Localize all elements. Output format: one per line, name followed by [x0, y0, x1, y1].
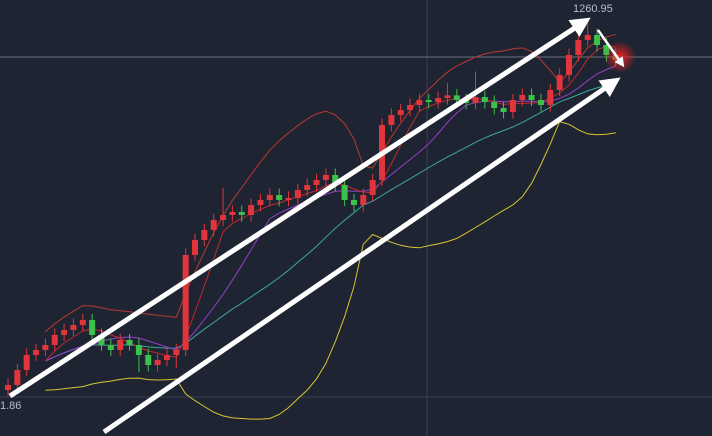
- candle-body: [135, 345, 142, 355]
- candle-body: [42, 345, 49, 350]
- candle-body: [575, 40, 582, 55]
- candle-body: [594, 35, 601, 45]
- candle-body: [220, 215, 227, 220]
- candle-body: [33, 350, 40, 355]
- candle-body: [182, 255, 189, 350]
- candle-body: [229, 212, 236, 215]
- candle-body: [98, 335, 105, 345]
- candle-body: [491, 102, 498, 108]
- candle-body: [388, 115, 395, 125]
- candle-body: [322, 175, 329, 180]
- candle-body: [444, 95, 451, 98]
- arrow: [8, 17, 591, 399]
- candle-body: [257, 200, 264, 205]
- candle-body: [416, 100, 423, 105]
- candle-body: [294, 190, 301, 198]
- candle-body: [407, 105, 414, 110]
- candle-body: [145, 355, 152, 365]
- candle-body: [61, 330, 68, 335]
- candle-body: [173, 350, 180, 355]
- candle-body: [481, 97, 488, 102]
- candle-body: [509, 100, 516, 112]
- candle-body: [584, 35, 591, 40]
- candle-body: [23, 355, 30, 370]
- candle-body: [51, 335, 58, 345]
- candle-body: [163, 355, 170, 360]
- candle-body: [285, 198, 292, 200]
- candle-body: [313, 180, 320, 185]
- candle-body: [397, 110, 404, 115]
- candle-body: [192, 240, 198, 255]
- candle-body: [5, 385, 11, 390]
- candle-body: [453, 95, 460, 100]
- candle-body: [238, 212, 245, 215]
- candle-body: [266, 195, 273, 200]
- candle-body: [14, 370, 21, 385]
- candle-body: [566, 55, 572, 75]
- min-price-label: 1.86: [0, 400, 21, 412]
- candle-body: [369, 180, 376, 195]
- candle-body: [500, 108, 507, 112]
- candle-body: [547, 90, 554, 105]
- bollinger-lower: [45, 120, 616, 420]
- candle-body: [304, 185, 311, 190]
- candle-body: [556, 75, 563, 90]
- arrow: [102, 77, 621, 435]
- candle-body: [350, 200, 357, 205]
- max-price-label: 1260.95: [573, 3, 613, 15]
- candle-body: [435, 98, 442, 102]
- candle-body: [537, 100, 544, 105]
- candle-body: [126, 340, 133, 345]
- candle-body: [210, 220, 217, 230]
- candle-body: [519, 95, 526, 100]
- candle-body: [360, 195, 367, 205]
- candle-body: [79, 320, 86, 325]
- candle-body: [332, 175, 339, 185]
- candle-body: [70, 325, 77, 330]
- candle-body: [528, 95, 535, 100]
- candle-body: [107, 345, 114, 350]
- candle-body: [425, 100, 432, 102]
- trend-arrows: [8, 17, 625, 435]
- candle-body: [154, 360, 161, 365]
- candle-body: [341, 185, 348, 200]
- moving-average: [45, 65, 616, 362]
- candle-body: [276, 195, 283, 200]
- candle-body: [201, 230, 208, 240]
- candle-body: [89, 320, 96, 335]
- candle-body: [472, 97, 479, 103]
- candle-body: [117, 340, 124, 350]
- candle-body: [248, 205, 255, 215]
- arrow: [596, 29, 625, 68]
